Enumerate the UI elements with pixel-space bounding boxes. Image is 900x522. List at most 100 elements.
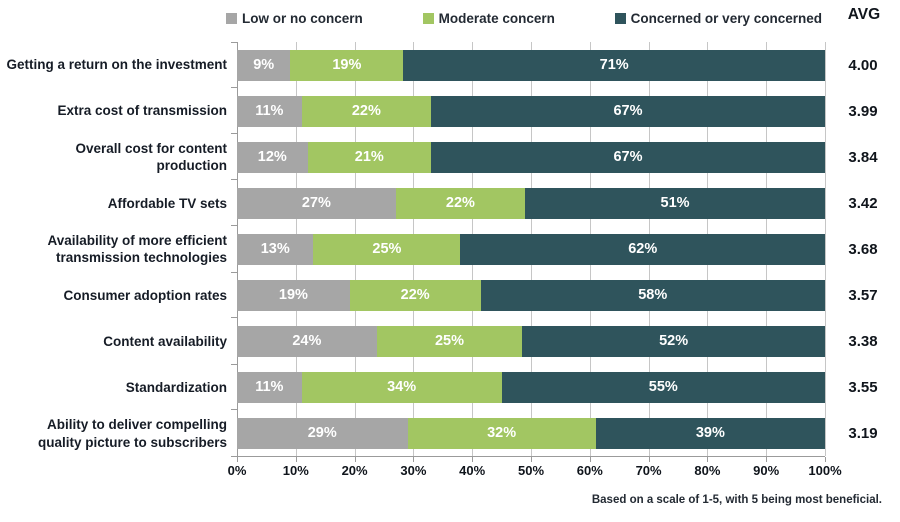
x-axis-tick: [295, 457, 297, 462]
category-label: Availability of more efficient transmiss…: [47, 232, 227, 266]
y-axis-tick: [231, 133, 237, 135]
avg-value: 3.68: [848, 240, 878, 258]
bar-segment: 62%: [460, 233, 825, 265]
stacked-bar: 9% 19% 71%: [237, 49, 825, 81]
bar-row: 27% 22% 51%: [237, 180, 825, 226]
bar-segment: 27%: [237, 187, 396, 219]
stacked-bar: 24% 25% 52%: [237, 325, 825, 357]
x-axis-label: 0%: [227, 463, 247, 478]
bar-segment: 32%: [407, 417, 596, 449]
bar-segment-value: 21%: [354, 149, 384, 165]
bar-segment-value: 55%: [648, 379, 678, 395]
bar-segment: 22%: [301, 95, 432, 127]
legend: Low or no concern Moderate concern Conce…: [226, 8, 822, 28]
stacked-bar: 27% 22% 51%: [237, 187, 825, 219]
x-axis-label: 50%: [517, 463, 545, 478]
avg-value: 3.55: [848, 379, 878, 397]
x-axis-tick: [472, 457, 474, 462]
legend-item-concerned: Concerned or very concerned: [614, 10, 822, 26]
bar-row: 24% 25% 52%: [237, 318, 825, 364]
bar-segment-value: 19%: [278, 287, 308, 303]
bar-segment-value: 9%: [253, 57, 275, 73]
category-label: Affordable TV sets: [107, 195, 227, 211]
bar-segment-value: 67%: [613, 103, 643, 119]
stacked-bar: 13% 25% 62%: [237, 233, 825, 265]
y-axis-tick: [231, 363, 237, 365]
bar-segment: 58%: [480, 279, 825, 311]
bar-segment: 19%: [290, 49, 404, 81]
avg-value: 3.99: [848, 102, 878, 120]
bar-segment-value: 22%: [445, 195, 475, 211]
avg-column: 4.00 3.99 3.84 3.42 3.68 3.57 3.38 3.55 3.19: [832, 42, 894, 457]
avg-value: 3.84: [848, 148, 878, 166]
category-label: Getting a return on the investment: [6, 57, 227, 73]
stacked-bar: 19% 22% 58%: [237, 279, 825, 311]
bar-segment-value: 39%: [695, 425, 725, 441]
bar-row: 29% 32% 39%: [237, 410, 825, 456]
bar-segment-value: 34%: [387, 379, 417, 395]
stacked-bar: 11% 34% 55%: [237, 371, 825, 403]
bar-segment: 25%: [313, 233, 461, 265]
bar-segment-value: 51%: [660, 195, 690, 211]
x-axis-label: 30%: [400, 463, 427, 478]
bar-segment: 25%: [376, 325, 523, 357]
bar-segment-value: 25%: [372, 241, 402, 257]
bar-segment: 67%: [431, 95, 825, 127]
bar-segment: 13%: [237, 233, 314, 265]
bar-segment-value: 67%: [613, 149, 643, 165]
bar-segment: 9%: [237, 49, 291, 81]
legend-item-moderate: Moderate concern: [422, 10, 555, 26]
x-axis-label: 90%: [753, 463, 780, 478]
category-label: Extra cost of transmission: [57, 103, 227, 119]
bar-row: 19% 22% 58%: [237, 272, 825, 318]
bar-segment: 22%: [395, 187, 526, 219]
x-axis-tick: [766, 457, 768, 462]
bar-row: 11% 34% 55%: [237, 364, 825, 410]
bar-segment: 67%: [431, 141, 825, 173]
bar-segment-value: 24%: [292, 333, 322, 349]
footnote: Based on a scale of 1-5, with 5 being mo…: [591, 494, 882, 506]
x-axis-tick: [825, 457, 826, 462]
stacked-bar: 11% 22% 67%: [237, 95, 825, 127]
bar-segment-value: 52%: [659, 333, 689, 349]
bar-segment-value: 11%: [255, 379, 284, 395]
y-axis-tick: [231, 225, 237, 227]
bar-segment: 21%: [307, 141, 432, 173]
bar-segment: 55%: [501, 371, 825, 403]
avg-value: 3.38: [848, 333, 878, 351]
bar-segment: 11%: [237, 95, 302, 127]
bar-row: 13% 25% 62%: [237, 226, 825, 272]
legend-label-concerned: Concerned or very concerned: [630, 10, 822, 26]
legend-swatch-moderate-icon: [422, 12, 434, 24]
bar-row: 9% 19% 71%: [237, 42, 825, 88]
y-axis-tick: [231, 317, 237, 319]
bar-segment-value: 11%: [255, 103, 284, 119]
category-label: Consumer adoption rates: [63, 287, 227, 303]
bar-segment-value: 62%: [628, 241, 658, 257]
bar-segment-value: 71%: [599, 57, 629, 73]
bar-row: 12% 21% 67%: [237, 134, 825, 180]
bar-segment-value: 22%: [351, 103, 381, 119]
bar-segment: 51%: [525, 187, 825, 219]
x-axis-label: 40%: [459, 463, 486, 478]
x-axis: 0% 10% 20% 30% 40% 50% 60% 70% 80% 90% 100%: [228, 463, 842, 481]
legend-item-low: Low or no concern: [226, 11, 363, 26]
avg-value: 3.42: [848, 194, 878, 212]
avg-value: 3.57: [848, 287, 878, 305]
bar-segment-value: 19%: [332, 57, 362, 73]
legend-label-moderate: Moderate concern: [438, 10, 555, 26]
avg-value: 3.19: [848, 425, 878, 443]
bar-segment-value: 25%: [434, 333, 464, 349]
legend-swatch-concerned-icon: [614, 12, 626, 24]
category-label: Standardization: [125, 380, 227, 396]
bar-segment-value: 27%: [301, 195, 331, 211]
bar-segment-value: 12%: [257, 149, 287, 165]
bar-segment-value: 13%: [260, 241, 290, 257]
x-axis-tick: [589, 457, 591, 462]
y-axis-tick: [231, 455, 237, 457]
y-axis-tick: [231, 179, 237, 181]
x-axis-tick: [237, 457, 238, 462]
category-label: Content availability: [103, 333, 227, 349]
x-axis-label: 70%: [635, 463, 662, 478]
